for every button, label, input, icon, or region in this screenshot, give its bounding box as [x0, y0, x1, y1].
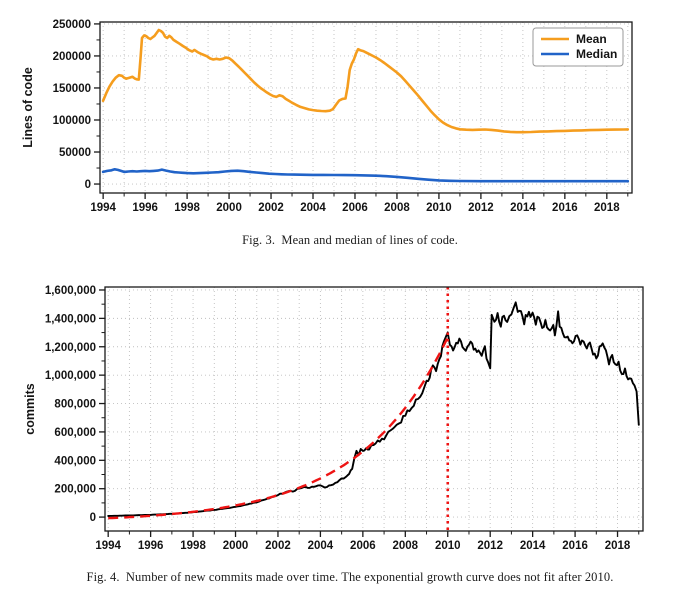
- svg-text:2012: 2012: [468, 202, 494, 214]
- svg-text:0: 0: [85, 179, 91, 191]
- svg-text:2006: 2006: [350, 540, 376, 552]
- svg-text:2010: 2010: [426, 202, 452, 214]
- svg-text:2008: 2008: [384, 202, 410, 214]
- svg-text:150000: 150000: [53, 83, 91, 95]
- svg-text:1998: 1998: [180, 540, 206, 552]
- svg-text:400,000: 400,000: [54, 455, 96, 467]
- figure-4-caption: Fig. 4. Number of new commits made over …: [86, 570, 614, 584]
- svg-text:250000: 250000: [53, 19, 91, 31]
- svg-text:2018: 2018: [594, 202, 620, 214]
- svg-text:Lines of code: Lines of code: [21, 67, 35, 148]
- svg-text:200000: 200000: [53, 51, 91, 63]
- svg-text:1994: 1994: [90, 202, 116, 214]
- svg-text:commits: commits: [23, 383, 37, 434]
- svg-text:1,200,000: 1,200,000: [45, 342, 96, 354]
- svg-text:1,400,000: 1,400,000: [45, 313, 96, 325]
- lines-of-code-chart: 1994 1996 1998 2000 2002 2004 2006 2008 2010 2012…: [21, 19, 633, 214]
- svg-text:2012: 2012: [477, 540, 503, 552]
- svg-text:2002: 2002: [258, 202, 284, 214]
- svg-text:2014: 2014: [520, 540, 546, 552]
- svg-text:2002: 2002: [265, 540, 291, 552]
- svg-text:2010: 2010: [435, 540, 461, 552]
- svg-text:1998: 1998: [174, 202, 200, 214]
- svg-text:2014: 2014: [510, 202, 536, 214]
- svg-text:100000: 100000: [53, 115, 91, 127]
- svg-text:200,000: 200,000: [54, 484, 96, 496]
- svg-text:2016: 2016: [562, 540, 588, 552]
- svg-text:50000: 50000: [59, 147, 91, 159]
- svg-text:2018: 2018: [605, 540, 631, 552]
- svg-text:Median: Median: [576, 47, 617, 61]
- svg-text:2004: 2004: [308, 540, 334, 552]
- svg-text:2004: 2004: [300, 202, 326, 214]
- svg-text:2000: 2000: [223, 540, 249, 552]
- svg-text:1,600,000: 1,600,000: [45, 285, 96, 297]
- figure-3-caption: Fig. 3. Mean and median of lines of code…: [242, 233, 458, 247]
- svg-text:2000: 2000: [216, 202, 242, 214]
- commits-chart: 1994 1996 1998 2000 2002 2004 2006 2008 2010 2012…: [23, 285, 644, 552]
- svg-text:2008: 2008: [393, 540, 419, 552]
- svg-text:Mean: Mean: [576, 32, 607, 46]
- svg-text:1994: 1994: [95, 540, 121, 552]
- svg-text:2016: 2016: [552, 202, 578, 214]
- svg-text:800,000: 800,000: [54, 399, 96, 411]
- svg-text:0: 0: [90, 512, 96, 524]
- svg-text:600,000: 600,000: [54, 427, 96, 439]
- svg-text:1996: 1996: [138, 540, 164, 552]
- svg-text:1996: 1996: [132, 202, 158, 214]
- svg-text:1,000,000: 1,000,000: [45, 370, 96, 382]
- svg-text:2006: 2006: [342, 202, 368, 214]
